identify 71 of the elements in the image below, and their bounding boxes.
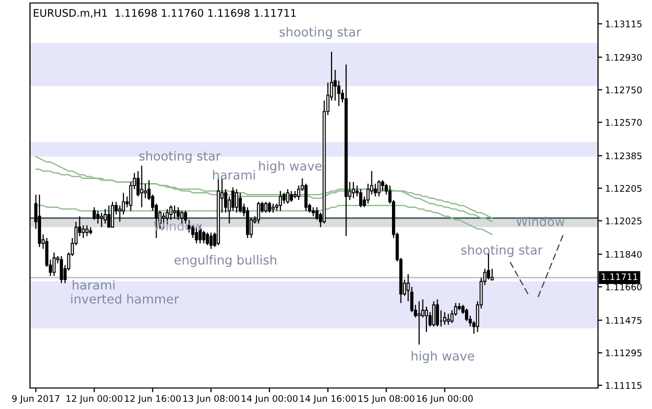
candlestick bbox=[82, 224, 85, 239]
candlestick bbox=[202, 230, 206, 244]
candlestick bbox=[206, 232, 209, 246]
ref-line-label: 1.11711 bbox=[602, 273, 638, 280]
x-tick-label: 14 Jun 16:00 bbox=[300, 395, 356, 404]
y-tick-label: 1.12750 bbox=[606, 86, 642, 94]
y-tick-label: 1.12205 bbox=[606, 185, 642, 192]
text: EURUSD.m,H1 1.11698 1.11760 1.11698 1.11711 bbox=[34, 8, 296, 18]
annotation: high wave bbox=[412, 350, 474, 364]
annotation: high wave bbox=[259, 160, 322, 174]
annotation: engulfing bullish bbox=[174, 254, 276, 268]
candlestick bbox=[432, 300, 436, 328]
x-tick-label: 14 Jun 00:00 bbox=[242, 395, 298, 404]
candlestick bbox=[297, 185, 300, 201]
candlestick bbox=[118, 204, 122, 222]
x-tick-label: 16 Jun 00:00 bbox=[417, 395, 473, 404]
candlestick bbox=[110, 201, 114, 228]
candlestick bbox=[256, 201, 260, 224]
candlestick bbox=[144, 183, 147, 199]
y-tick-label: 1.11840 bbox=[606, 250, 642, 258]
candlestick bbox=[235, 188, 238, 214]
candlestick bbox=[100, 212, 104, 228]
annotation: shooting star bbox=[139, 150, 221, 164]
candlestick bbox=[352, 181, 356, 199]
candlestick bbox=[96, 210, 100, 224]
x-tick-label: 12 Jun 00:00 bbox=[66, 395, 122, 404]
candlestick bbox=[246, 206, 250, 239]
candlestick bbox=[60, 255, 63, 284]
candlestick bbox=[107, 204, 110, 228]
y-tick-label: 1.13115 bbox=[606, 20, 642, 28]
y-tick-label: 1.12570 bbox=[606, 119, 642, 126]
x-tick-label: 9 Jun 2017 bbox=[12, 395, 60, 404]
candlestick bbox=[418, 300, 421, 346]
candlestick bbox=[424, 306, 428, 333]
candlestick bbox=[268, 201, 272, 214]
candlestick bbox=[92, 206, 96, 220]
band-label: Window bbox=[516, 216, 564, 226]
candlestick bbox=[264, 201, 268, 214]
candlestick bbox=[85, 224, 89, 237]
y-tick-label: 1.12385 bbox=[606, 152, 642, 160]
y-tick-label: 1.11475 bbox=[606, 317, 642, 324]
annotation: harami bbox=[213, 170, 255, 180]
candlestick bbox=[377, 180, 381, 197]
candlestick bbox=[272, 203, 275, 214]
annotation: shooting star bbox=[280, 26, 362, 40]
x-tick-label: 13 Jun 08:00 bbox=[183, 395, 240, 404]
y-tick-label: 1.12930 bbox=[606, 54, 642, 61]
candlestick bbox=[140, 165, 144, 208]
annotation: shooting star bbox=[461, 244, 543, 258]
y-tick-label: 1.12025 bbox=[606, 218, 642, 224]
candlestick bbox=[436, 298, 439, 328]
candlestick bbox=[209, 232, 213, 250]
candlestick bbox=[52, 252, 56, 276]
x-tick-label: 15 Jun 08:00 bbox=[358, 395, 414, 404]
candlestick bbox=[312, 206, 315, 217]
annotation: inverted hammer bbox=[71, 294, 179, 304]
annotation: harami bbox=[72, 280, 114, 290]
candlestick bbox=[381, 180, 384, 192]
candlestick bbox=[176, 206, 180, 220]
candlestick bbox=[286, 188, 290, 204]
candlestick bbox=[172, 204, 176, 219]
candlestick bbox=[443, 312, 446, 326]
candlestick bbox=[238, 192, 242, 214]
candlestick bbox=[104, 208, 107, 224]
y-tick-label: 1.11295 bbox=[606, 349, 642, 356]
y-tick-label: 1.11115 bbox=[606, 382, 642, 389]
candlestick bbox=[446, 313, 450, 326]
x-tick-label: 12 Jun 16:00 bbox=[124, 395, 181, 404]
candlestick bbox=[278, 190, 282, 212]
candlestick bbox=[290, 190, 293, 202]
candlestick bbox=[359, 188, 362, 208]
